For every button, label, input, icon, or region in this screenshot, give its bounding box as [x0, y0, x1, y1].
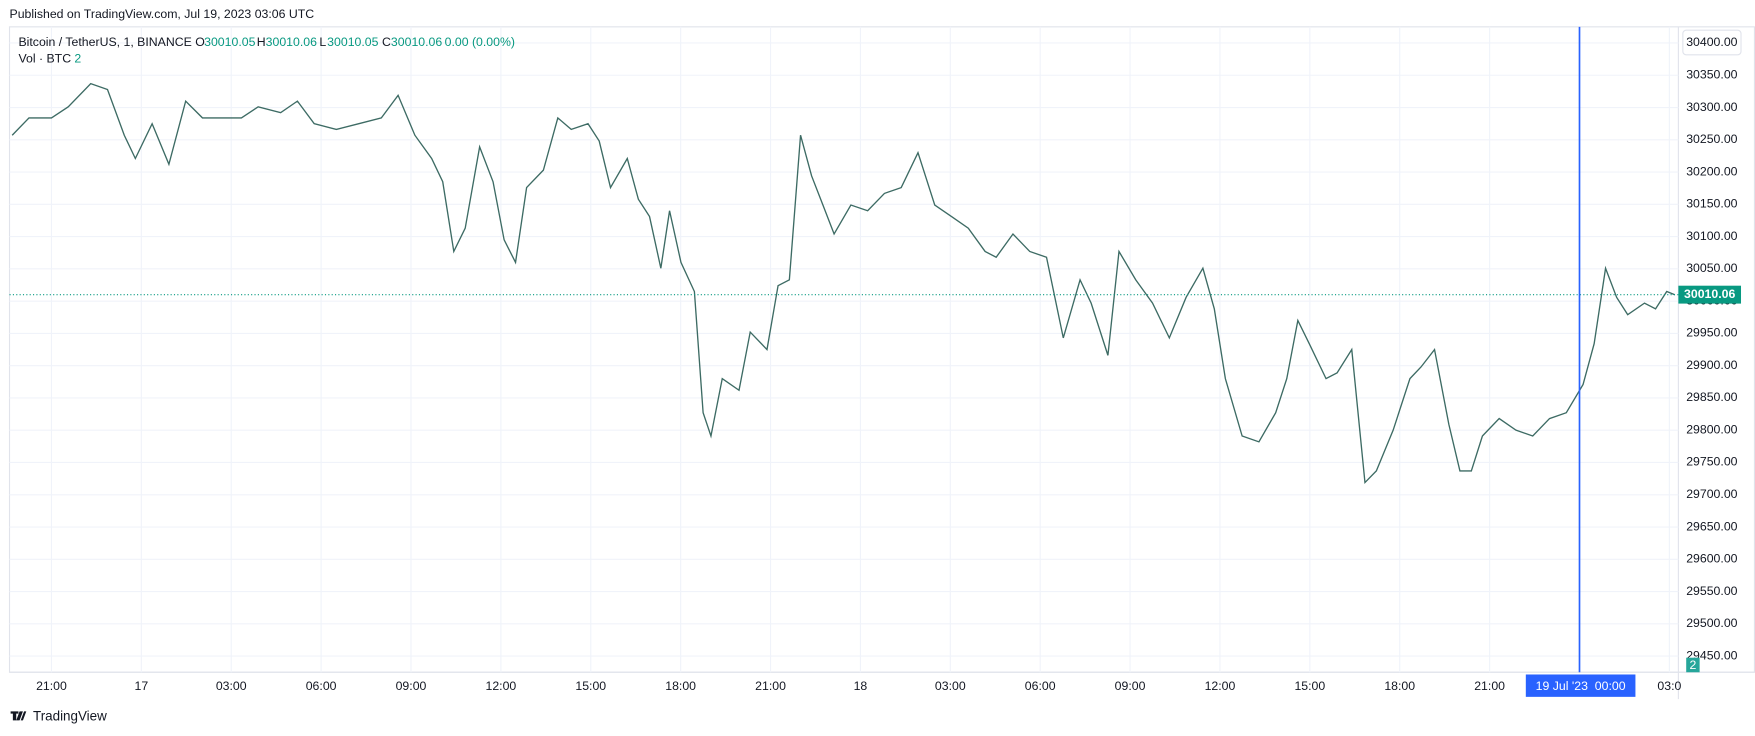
crosshair-tag: [1525, 674, 1636, 697]
x-tick-label: 15:00: [575, 679, 606, 693]
x-tick-label: 03:00: [216, 679, 247, 693]
legend-h: H: [257, 35, 266, 49]
settings-button[interactable]: [1682, 29, 1742, 56]
legend-open: 30010.05: [204, 35, 255, 49]
y-tick-label: 30050.00: [1686, 261, 1737, 275]
x-tick-label: 03:00: [935, 679, 966, 693]
last-price-text: 30010.06: [1684, 287, 1735, 301]
x-tick-label: 18: [854, 679, 868, 693]
x-tick-label: 17: [134, 679, 148, 693]
x-tick-label: 09:00: [1115, 679, 1146, 693]
x-tick-label: 15:00: [1294, 679, 1325, 693]
footer-brand: TradingView: [33, 709, 107, 724]
y-tick-label: 30100.00: [1686, 229, 1737, 243]
x-tick-label: 18:00: [665, 679, 696, 693]
x-tick-label: 21:00: [1474, 679, 1505, 693]
y-tick-label: 29600.00: [1686, 552, 1737, 566]
legend-volume-label: Vol · BTC: [18, 52, 71, 66]
y-tick-label: 29900.00: [1686, 358, 1737, 372]
y-tick-label: 30300.00: [1686, 100, 1737, 114]
tv-logo: [10, 711, 27, 721]
y-tick-label: 30250.00: [1686, 132, 1737, 146]
x-tick-label: 12:00: [1205, 679, 1236, 693]
x-tick-label: 18:00: [1384, 679, 1415, 693]
legend-volume: 2: [74, 52, 81, 66]
y-tick-label: 29850.00: [1686, 390, 1737, 404]
crosshair-label: 19 Jul '23 00:00: [1536, 679, 1626, 693]
legend-close: 30010.06: [391, 35, 442, 49]
x-tick-label: 21:00: [755, 679, 786, 693]
legend-c: C: [382, 35, 391, 49]
y-tick-label: 29550.00: [1686, 584, 1737, 598]
legend-high: 30010.06: [266, 35, 317, 49]
volume-tag-text: 2: [1689, 658, 1696, 672]
y-tick-label: 29800.00: [1686, 422, 1737, 436]
legend-l: L: [319, 35, 326, 49]
legend-change: 0.00 (0.00%): [445, 35, 515, 49]
y-tick-label: 29750.00: [1686, 455, 1737, 469]
y-tick-label: 30200.00: [1686, 164, 1737, 178]
y-tick-label: 30150.00: [1686, 197, 1737, 211]
legend-low: 30010.05: [327, 35, 378, 49]
y-tick-label: 29700.00: [1686, 487, 1737, 501]
y-tick-label: 30400.00: [1686, 35, 1737, 49]
x-tick-label: 12:00: [485, 679, 516, 693]
volume-tag: [1686, 657, 1700, 673]
price-line: [11, 82, 1676, 485]
overlay: Bitcoin / TetherUS, 1, BINANCE O 30010.0…: [10, 35, 1700, 724]
y-tick-label: 30350.00: [1686, 67, 1737, 81]
last-price-tag: [1678, 285, 1742, 304]
y-tick-label: 29650.00: [1686, 519, 1737, 533]
legend-symbol: Bitcoin / TetherUS, 1, BINANCE: [18, 35, 191, 49]
x-tick-label: 21:00: [36, 679, 67, 693]
y-tick-label: 29950.00: [1686, 326, 1737, 340]
x-tick-label: 03:0: [1657, 679, 1681, 693]
x-tick-label: 06:00: [1025, 679, 1056, 693]
plot-area: 29450.0029500.0029550.0029600.0029650.00…: [9, 26, 1742, 697]
x-tick-label: 06:00: [306, 679, 337, 693]
y-tick-label: 29500.00: [1686, 616, 1737, 630]
x-tick-label: 09:00: [396, 679, 427, 693]
published-note: Published on TradingView.com, Jul 19, 20…: [10, 7, 315, 21]
legend-o: O: [195, 35, 205, 49]
